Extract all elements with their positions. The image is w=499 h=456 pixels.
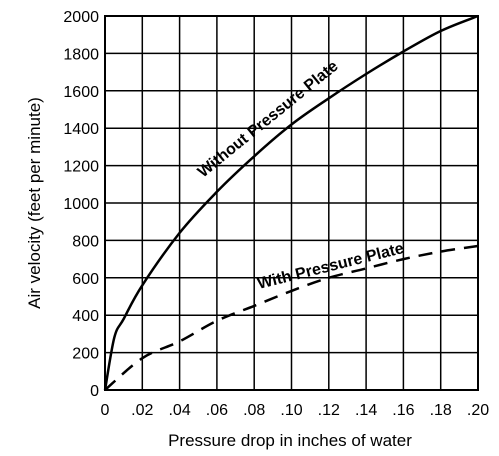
curve-label-with-pressure-plate: With Pressure Plate: [256, 240, 406, 293]
x-tick-label: .18: [430, 402, 452, 419]
plot-frame: [104, 15, 479, 391]
x-tick-label: .12: [318, 402, 340, 419]
y-tick-label: 400: [72, 308, 99, 325]
y-tick-label: 1800: [63, 46, 99, 63]
x-axis-ticks: 0 .02 .04 .06 .08 .10 .12 .14 .16 .18 .20: [101, 402, 490, 419]
y-tick-label: 1400: [63, 121, 99, 138]
x-tick-label: .04: [168, 402, 190, 419]
x-tick-label: .20: [467, 402, 489, 419]
series-line-without-pressure-plate: [103, 14, 479, 391]
x-tick-label: 0: [101, 402, 110, 419]
y-tick-label: 1000: [63, 196, 99, 213]
x-tick-label: .08: [243, 402, 265, 419]
x-tick-label: .10: [280, 402, 302, 419]
series-layer: [103, 14, 479, 391]
y-tick-label: 1200: [63, 159, 99, 176]
y-tick-label: 0: [90, 383, 99, 400]
y-tick-label: 600: [72, 271, 99, 288]
y-axis-ticks: 0 200 400 600 800 1000 1200 1400 1600 1800 2000: [63, 9, 99, 400]
grid: [104, 15, 479, 391]
y-tick-label: 2000: [63, 9, 99, 26]
x-tick-label: .16: [392, 402, 414, 419]
y-axis-label: Air velocity (feet per minute): [25, 97, 44, 309]
x-tick-label: .14: [355, 402, 377, 419]
x-tick-label: .02: [131, 402, 153, 419]
series-line-with-pressure-plate: [104, 244, 479, 391]
y-tick-label: 800: [72, 233, 99, 250]
y-tick-label: 200: [72, 346, 99, 363]
y-tick-label: 1600: [63, 84, 99, 101]
x-tick-label: .06: [206, 402, 228, 419]
x-axis-label: Pressure drop in inches of water: [168, 431, 412, 450]
